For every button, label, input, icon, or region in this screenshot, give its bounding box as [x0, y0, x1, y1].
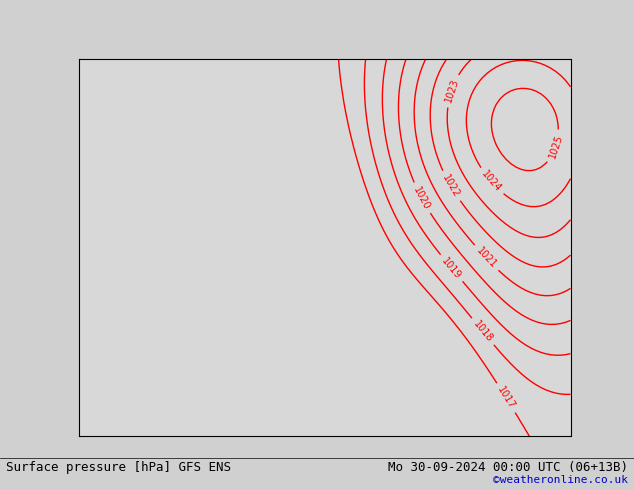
Text: 1025: 1025 — [547, 133, 564, 160]
Text: ©weatheronline.co.uk: ©weatheronline.co.uk — [493, 475, 628, 485]
Text: Mo 30-09-2024 00:00 UTC (06+13B): Mo 30-09-2024 00:00 UTC (06+13B) — [387, 462, 628, 474]
Text: 1021: 1021 — [474, 245, 498, 270]
Text: Surface pressure [hPa] GFS ENS: Surface pressure [hPa] GFS ENS — [6, 462, 231, 474]
Text: 1018: 1018 — [471, 319, 495, 344]
Text: 1023: 1023 — [443, 77, 460, 104]
Text: 1022: 1022 — [441, 173, 462, 199]
Text: 1024: 1024 — [479, 169, 503, 194]
Text: 1020: 1020 — [411, 185, 432, 211]
Text: 1017: 1017 — [495, 385, 517, 411]
Text: 1019: 1019 — [440, 255, 463, 281]
